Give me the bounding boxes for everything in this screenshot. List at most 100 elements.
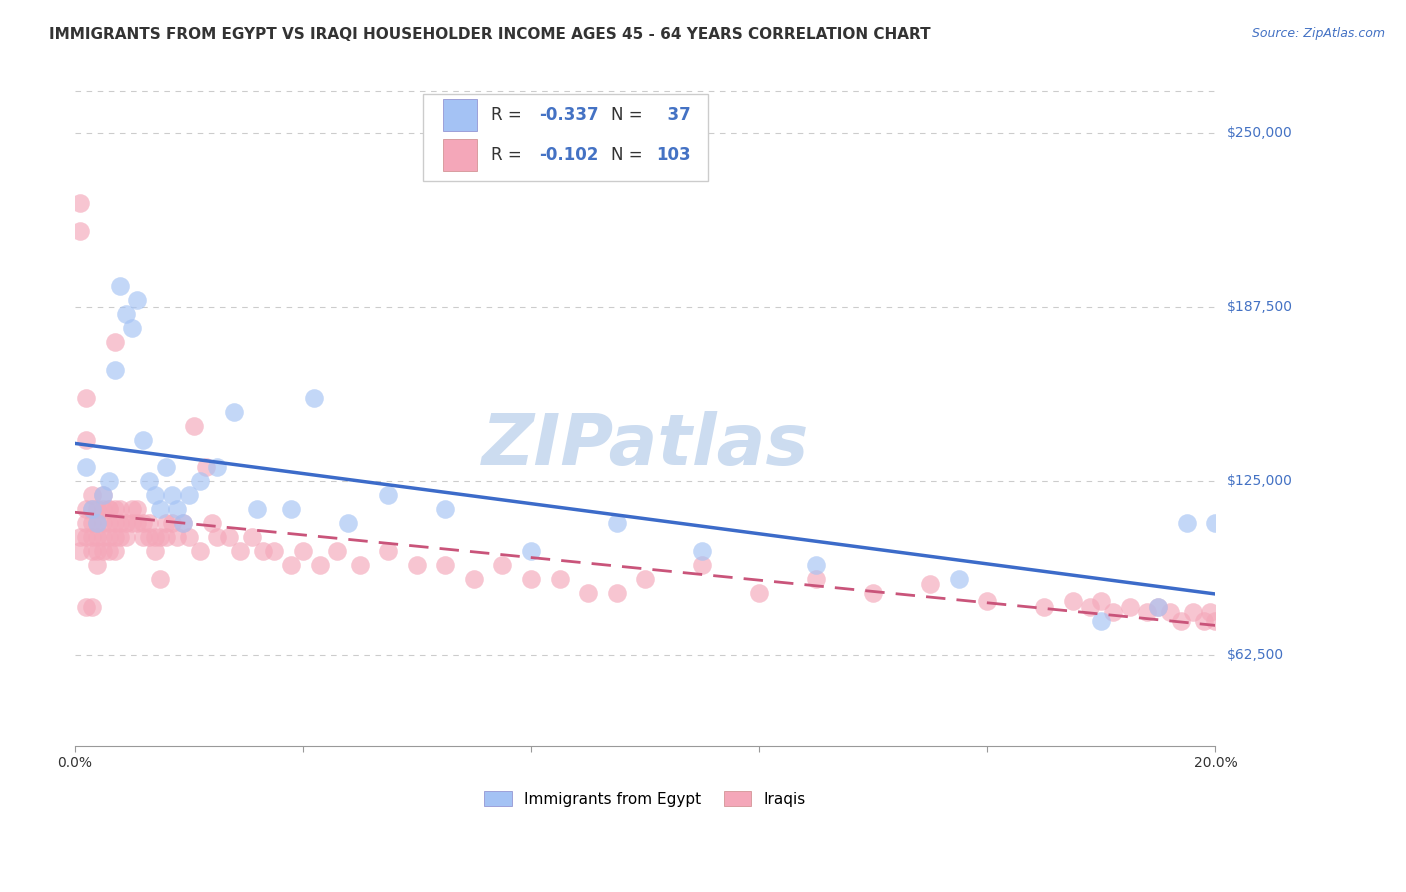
Point — [104, 334, 127, 349]
Point — [69, 195, 91, 210]
Point — [104, 516, 127, 530]
Point — [97, 502, 120, 516]
Point — [1192, 614, 1215, 628]
Point — [69, 224, 91, 238]
Point — [177, 488, 200, 502]
Text: IMMIGRANTS FROM EGYPT VS IRAQI HOUSEHOLDER INCOME AGES 45 - 64 YEARS CORRELATION: IMMIGRANTS FROM EGYPT VS IRAQI HOUSEHOLD… — [49, 27, 931, 42]
Point — [166, 502, 188, 516]
Point — [1078, 599, 1101, 614]
Point — [121, 321, 143, 335]
Point — [377, 544, 399, 558]
Point — [110, 530, 132, 544]
Point — [149, 502, 172, 516]
Point — [149, 572, 172, 586]
Point — [127, 293, 149, 308]
Point — [520, 544, 543, 558]
Point — [1147, 599, 1170, 614]
Text: $125,000: $125,000 — [1226, 475, 1292, 488]
Point — [606, 516, 628, 530]
Point — [155, 516, 177, 530]
Point — [132, 530, 155, 544]
FancyBboxPatch shape — [443, 98, 478, 130]
FancyBboxPatch shape — [423, 95, 707, 181]
Point — [104, 502, 127, 516]
Point — [309, 558, 332, 572]
Point — [155, 530, 177, 544]
Point — [97, 475, 120, 489]
Point — [86, 516, 108, 530]
Point — [576, 585, 599, 599]
Point — [194, 460, 217, 475]
Point — [138, 475, 160, 489]
Point — [86, 558, 108, 572]
Point — [188, 475, 211, 489]
Point — [377, 488, 399, 502]
Point — [1136, 605, 1159, 619]
Point — [115, 530, 138, 544]
Point — [138, 516, 160, 530]
Point — [1147, 599, 1170, 614]
Point — [690, 544, 713, 558]
Point — [143, 488, 166, 502]
Text: ZIPatlas: ZIPatlas — [481, 410, 808, 480]
Point — [1062, 594, 1084, 608]
Point — [91, 544, 114, 558]
Point — [97, 516, 120, 530]
Point — [143, 530, 166, 544]
Text: 103: 103 — [657, 145, 692, 163]
Point — [132, 516, 155, 530]
Point — [97, 502, 120, 516]
Point — [110, 279, 132, 293]
Point — [200, 516, 222, 530]
Point — [229, 544, 252, 558]
Point — [548, 572, 571, 586]
Point — [80, 502, 103, 516]
Point — [976, 594, 998, 608]
Point — [463, 572, 485, 586]
Point — [115, 516, 138, 530]
Point — [86, 516, 108, 530]
Point — [304, 391, 326, 405]
Point — [224, 404, 246, 418]
Point — [1119, 599, 1142, 614]
Point — [91, 530, 114, 544]
Point — [862, 585, 884, 599]
Point — [291, 544, 314, 558]
Point — [69, 530, 91, 544]
Point — [218, 530, 240, 544]
Point — [1198, 605, 1220, 619]
Point — [75, 530, 97, 544]
Legend: Immigrants from Egypt, Iraqis: Immigrants from Egypt, Iraqis — [478, 784, 813, 813]
Point — [91, 516, 114, 530]
Point — [104, 363, 127, 377]
Point — [1101, 605, 1123, 619]
Point — [160, 488, 183, 502]
Point — [75, 599, 97, 614]
Point — [132, 433, 155, 447]
Point — [97, 530, 120, 544]
Point — [75, 433, 97, 447]
Text: $187,500: $187,500 — [1226, 301, 1292, 314]
Point — [69, 544, 91, 558]
Point — [1181, 605, 1204, 619]
Point — [97, 544, 120, 558]
Point — [1090, 614, 1112, 628]
Point — [160, 516, 183, 530]
Point — [121, 502, 143, 516]
Point — [80, 530, 103, 544]
Text: $250,000: $250,000 — [1226, 126, 1292, 140]
Point — [138, 530, 160, 544]
Point — [606, 585, 628, 599]
Text: N =: N = — [610, 105, 648, 124]
Point — [75, 460, 97, 475]
Point — [252, 544, 274, 558]
Point — [172, 516, 194, 530]
Point — [172, 516, 194, 530]
Point — [491, 558, 513, 572]
Text: R =: R = — [491, 145, 527, 163]
Text: R =: R = — [491, 105, 527, 124]
Point — [349, 558, 371, 572]
Point — [280, 502, 302, 516]
Point — [110, 502, 132, 516]
Point — [104, 544, 127, 558]
